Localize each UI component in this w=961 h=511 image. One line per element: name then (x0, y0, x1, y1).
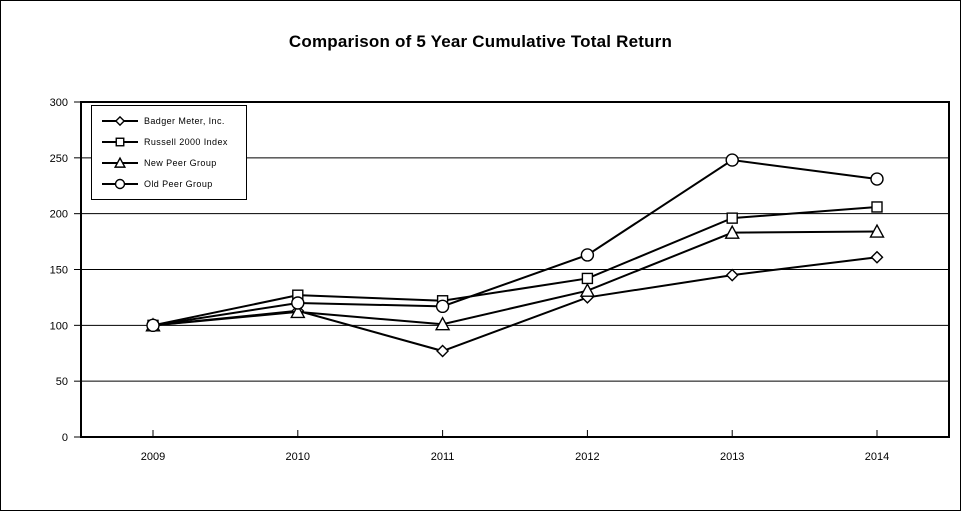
legend-triangle-marker (113, 156, 127, 168)
diamond-marker-badger-meter-inc-2013 (725, 268, 739, 282)
triangle-marker-new-peer-group-2013 (724, 224, 740, 239)
series-line-old-peer-group (152, 159, 878, 327)
circle-marker-old-peer-group-2010 (291, 296, 305, 310)
y-axis-label-200: 200 (50, 209, 68, 221)
legend-item-russell-2000-index: Russell 2000 Index (101, 135, 244, 149)
triangle-marker-new-peer-group-2014 (869, 223, 885, 238)
y-axis-label-100: 100 (50, 320, 68, 332)
circle-marker-icon (102, 179, 138, 190)
legend-circle-marker (114, 179, 126, 190)
square-marker-russell-2000-index-2014 (871, 201, 883, 213)
triangle-marker-new-peer-group-2011 (434, 316, 451, 331)
circle-marker-old-peer-group-2009 (146, 318, 160, 333)
legend-item-new-peer-group: New Peer Group (101, 156, 244, 170)
series-line-russell-2000-index (152, 205, 878, 327)
legend-item-old-peer-group: Old Peer Group (101, 177, 244, 191)
x-axis-label-2010: 2010 (286, 451, 310, 463)
series-line-badger-meter-inc (152, 256, 878, 353)
legend: Badger Meter, Inc. Russell 2000 Index New … (91, 105, 247, 200)
legend-item-badger-meter-inc: Badger Meter, Inc. (101, 114, 244, 128)
diamond-marker-badger-meter-inc-2014 (870, 250, 884, 264)
legend-square-marker (115, 137, 125, 147)
x-axis-label-2011: 2011 (431, 451, 455, 463)
diamond-marker-icon (102, 115, 138, 126)
y-axis-label-0: 0 (62, 432, 68, 444)
series-line-new-peer-group (152, 230, 878, 327)
x-axis-label-2014: 2014 (865, 451, 889, 463)
square-marker-icon (102, 137, 138, 147)
legend-label-badger-meter-inc: Badger Meter, Inc. (144, 115, 225, 126)
y-axis-label-50: 50 (56, 376, 68, 388)
triangle-marker-new-peer-group-2012 (579, 282, 596, 297)
circle-marker-old-peer-group-2012 (580, 248, 595, 262)
y-axis-label-150: 150 (50, 265, 68, 277)
square-marker-russell-2000-index-2013 (726, 212, 738, 224)
square-marker-russell-2000-index-2012 (581, 272, 594, 285)
legend-label-russell-2000-index: Russell 2000 Index (144, 136, 228, 147)
y-axis-label-300: 300 (50, 97, 68, 109)
circle-marker-old-peer-group-2013 (725, 153, 739, 167)
chart-title: Comparison of 5 Year Cumulative Total Re… (288, 32, 673, 51)
y-axis-label-250: 250 (50, 153, 68, 165)
x-axis-label-2013: 2013 (720, 451, 744, 463)
triangle-marker-icon (102, 156, 138, 168)
x-axis-label-2009: 2009 (141, 451, 165, 463)
legend-label-old-peer-group: Old Peer Group (144, 179, 213, 190)
circle-marker-old-peer-group-2014 (870, 172, 884, 186)
diamond-marker-badger-meter-inc-2011 (436, 344, 450, 358)
legend-diamond-marker (114, 115, 126, 126)
circle-marker-old-peer-group-2011 (435, 299, 450, 314)
legend-label-new-peer-group: New Peer Group (144, 158, 217, 169)
x-axis-label-2012: 2012 (575, 451, 599, 463)
triangle-marker-new-peer-group-2010 (290, 303, 306, 319)
